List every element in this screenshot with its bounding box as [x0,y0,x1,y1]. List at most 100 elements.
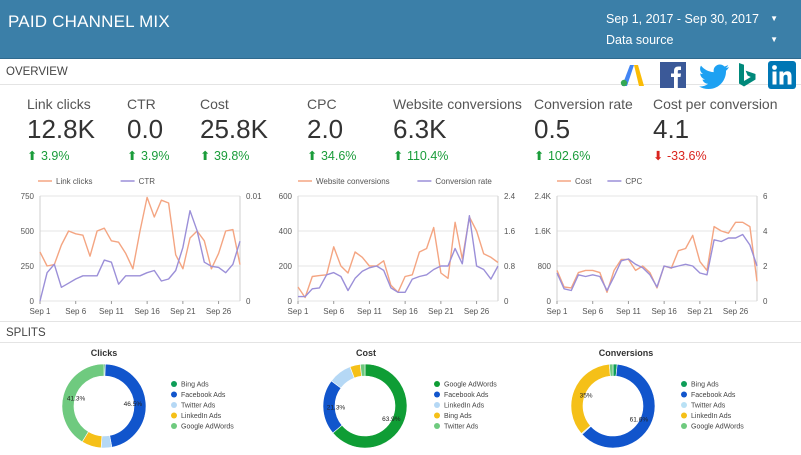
y-tick-right: 2 [763,262,768,271]
x-tick-label: Sep 21 [170,307,196,316]
y-tick-left: 250 [21,262,35,271]
line-chart-2: Website conversions Conversion rate 0 200 40… [279,177,516,316]
x-tick-label: Sep 11 [616,307,641,316]
legend-dot [681,412,687,419]
x-tick-label: Sep 16 [392,307,418,316]
facebook-logo-icon [660,62,686,88]
donut-slice-label: 35% [580,393,593,400]
x-tick-label: Sep 26 [723,307,749,316]
legend-label: Twitter Ads [444,424,479,431]
y-tick-left: 500 [21,227,35,236]
legend-dot [434,412,440,419]
donut-slice-google-adwords [608,363,614,377]
legend-label: Twitter Ads [691,403,726,410]
legend-label: Bing Ads [444,413,472,420]
section-divider [0,342,801,343]
y-tick-left: 600 [279,192,293,201]
adwords-logo-icon [620,65,644,87]
x-tick-label: Sep 6 [65,307,86,316]
donut-chart-conversions: Conversions 61.6% 35% Bing Ads Facebook Ads T… [570,348,744,449]
kpi-change: ⬆ 3.9% [27,148,95,163]
legend-label: LinkedIn Ads [691,413,732,420]
x-tick-label: Sep 11 [357,307,382,316]
legend-dot [434,391,440,398]
kpi-card-link-clicks: Link clicks 12.8K ⬆ 3.9% [27,96,95,163]
donut-charts-svg: Clicks 46.5% 41.3% Bing Ads Facebook Ads Twit… [61,348,744,449]
dropdown-arrow-icon: ▼ [770,35,778,44]
legend-label: CPC [625,177,642,186]
legend-label: Google AdWords [444,382,497,389]
kpi-card-cost: Cost 25.8K ⬆ 39.8% [200,96,268,163]
legend-dot [681,423,687,429]
legend-label: LinkedIn Ads [181,413,222,420]
kpi-label: Cost per conversion [653,96,778,112]
series-line-conversion-rate [298,215,499,298]
kpi-card-cpc: CPC 2.0 ⬆ 34.6% [307,96,356,163]
arrow-up-icon: ⬆ [534,149,548,163]
kpi-label: Cost [200,96,229,112]
legend-dot [171,423,177,429]
arrow-up-icon: ⬆ [393,149,407,163]
y-tick-left: 200 [279,262,293,271]
legend-label: Cost [575,177,592,186]
legend-dot [171,412,177,419]
kpi-change-value: 3.9% [140,149,170,163]
kpi-label: Conversion rate [534,96,633,112]
channel-logos [618,61,798,89]
report-header: PAID CHANNEL MIX Sep 1, 2017 - Sep 30, 2… [0,0,801,59]
y-tick-left: 750 [21,192,35,201]
y-tick-right: 4 [763,227,768,236]
series-line-cpc [556,233,758,292]
donut-slice-facebook-ads [581,363,656,449]
y-tick-left: 0 [547,297,552,306]
donut-slice-label: 46.5% [124,401,143,408]
donut-slice-google-adwords [61,363,105,443]
kpi-change: ⬆ 39.8% [200,148,268,163]
arrow-up-icon: ⬆ [307,149,321,163]
y-tick-left: 800 [538,262,552,271]
arrow-down-icon: ⬇ [653,149,667,163]
legend-dot [171,381,177,387]
legend-dot [434,402,440,408]
x-tick-label: Sep 1 [288,307,309,316]
x-tick-label: Sep 21 [687,307,713,316]
arrow-up-icon: ⬆ [127,149,141,163]
legend-dot [681,381,687,387]
kpi-change: ⬆ 110.4% [393,148,522,163]
kpi-value: 2.0 [307,114,344,144]
y-tick-left: 0 [30,297,35,306]
series-line-link-clicks [39,196,241,270]
x-tick-label: Sep 26 [206,307,232,316]
donut-title: Cost [356,348,376,358]
donut-chart-clicks: Clicks 46.5% 41.3% Bing Ads Facebook Ads Twit… [61,348,234,449]
date-range-selector[interactable]: Sep 1, 2017 - Sep 30, 2017 ▼ [606,12,782,30]
donut-title: Clicks [91,348,118,358]
data-source-value: Data source [606,33,674,47]
linkedin-logo-icon [768,61,796,89]
legend-label: Facebook Ads [444,392,489,399]
legend-label: Twitter Ads [181,403,216,410]
y-tick-left: 1.6K [535,227,552,236]
kpi-change: ⬇ -33.6% [653,148,778,163]
y-tick-right: 0 [504,297,509,306]
arrow-up-icon: ⬆ [27,149,41,163]
x-tick-label: Sep 26 [464,307,490,316]
kpi-label: Website conversions [393,96,522,112]
section-divider [0,84,801,85]
y-tick-left: 2.4K [535,192,552,201]
y-tick-left: 0 [288,297,293,306]
donut-slice-label: 63.9% [382,416,401,423]
x-tick-label: Sep 6 [582,307,603,316]
y-tick-right: 0.8 [504,262,516,271]
legend-label: Link clicks [56,177,92,186]
data-source-selector[interactable]: Data source ▼ [606,33,782,51]
legend-label: Facebook Ads [691,392,736,399]
legend-label: Bing Ads [181,382,209,389]
legend-label: Facebook Ads [181,392,226,399]
kpi-change: ⬆ 34.6% [307,148,356,163]
legend-dot [681,402,687,408]
legend-label: Website conversions [316,177,390,186]
donut-slice-label: 21.3% [327,404,346,411]
kpi-change-value: 34.6% [320,149,357,163]
kpi-label: Link clicks [27,96,91,112]
